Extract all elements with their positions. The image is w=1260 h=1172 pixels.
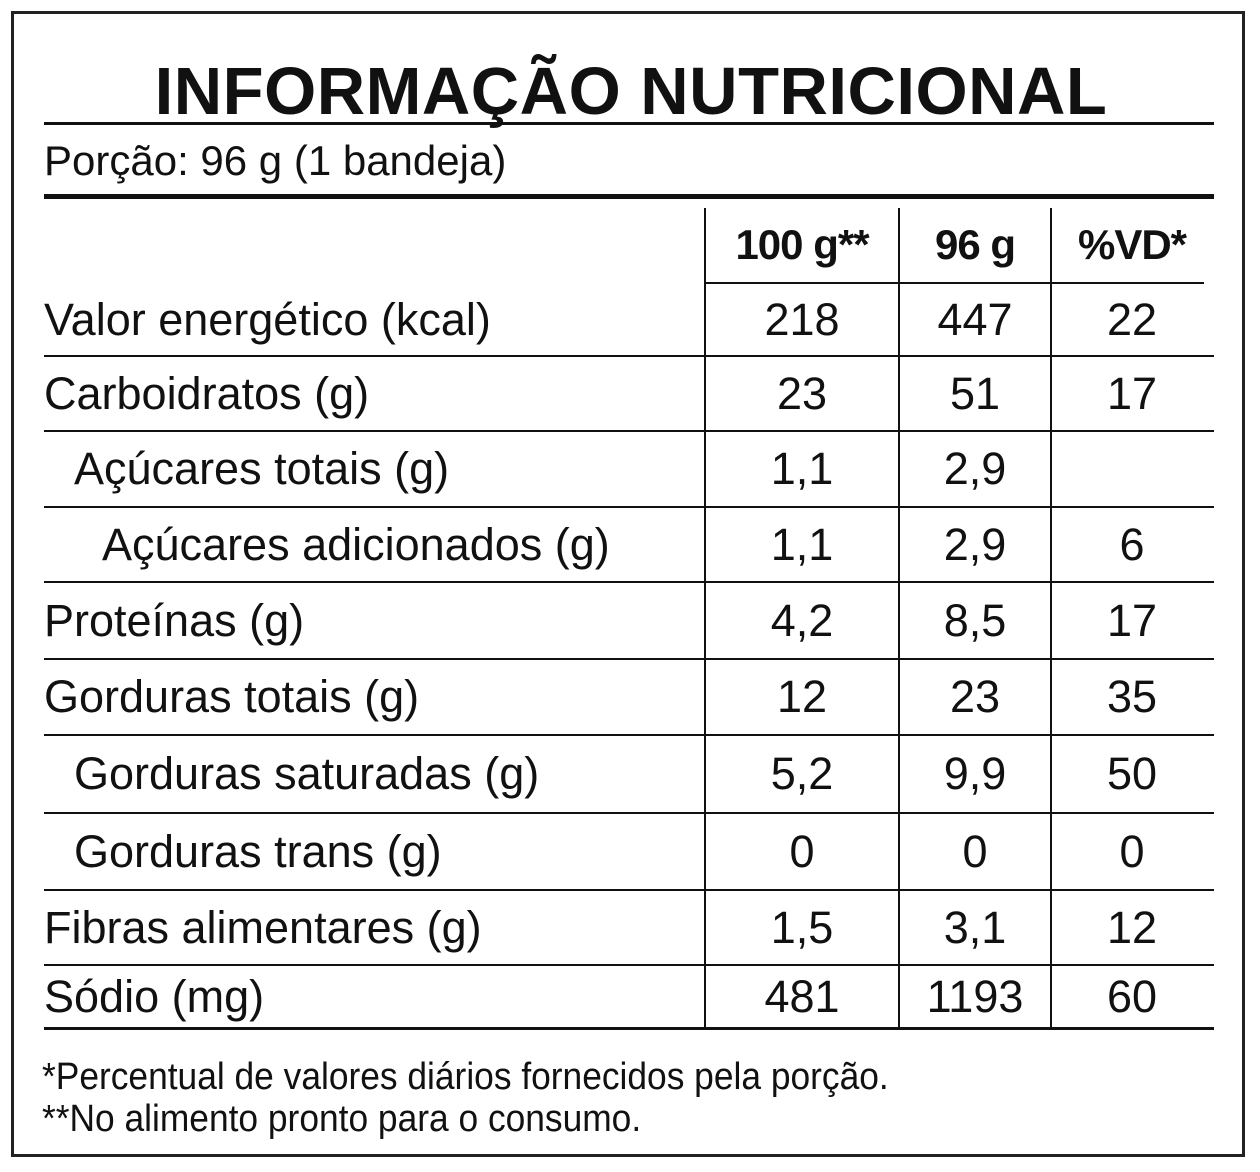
column-header-per-serving: 96 g [934,221,1016,268]
nutrient-name: Açúcares totais (g) [74,443,450,494]
column-divider [1050,208,1052,1028]
value-per-serving: 447 [937,294,1013,345]
nutrient-name: Carboidratos (g) [44,368,370,419]
column-divider [704,208,706,1028]
row-divider [44,734,1214,736]
value-per-serving: 51 [949,368,1001,419]
serving-size: Porção: 96 g (1 bandeja) [44,137,507,184]
column-header-per-100g: 100 g** [735,221,869,268]
row-divider [44,581,1214,583]
value-per-serving: 2,9 [943,519,1007,570]
nutrient-row: Valor energético (kcal) 218 447 22 [44,284,1214,356]
nutrient-name: Gorduras totais (g) [44,671,420,722]
value-per-serving: 23 [949,671,1001,722]
row-divider [44,812,1214,814]
nutrient-row: Sódio (mg) 481 1193 60 [44,965,1214,1028]
nutrient-name: Fibras alimentares (g) [44,902,482,953]
value-per-100g: 4,2 [770,595,834,646]
nutrient-row: Gorduras trans (g) 0 0 0 [44,813,1214,890]
value-daily-percent: 6 [1119,519,1145,570]
nutrient-name: Valor energético (kcal) [44,294,491,345]
row-divider [44,506,1214,508]
nutrition-table: 100 g** 96 g %VD* Valor energético (kcal… [44,208,1214,1028]
value-per-100g: 23 [776,368,828,419]
nutrient-row: Fibras alimentares (g) 1,5 3,1 12 [44,890,1214,965]
value-daily-percent: 35 [1106,671,1158,722]
label-title: INFORMAÇÃO NUTRICIONAL [154,54,1108,129]
value-daily-percent: 50 [1106,748,1158,799]
value-per-serving: 0 [962,826,988,877]
header-divider [704,282,1204,284]
table-bottom-rule [44,1027,1214,1030]
value-per-100g: 1,1 [770,443,834,494]
title-divider [44,122,1214,125]
value-daily-percent: 0 [1119,826,1145,877]
value-daily-percent: 12 [1106,902,1158,953]
footnote-daily-value: *Percentual de valores diários fornecido… [42,1056,889,1098]
nutrient-name: Sódio (mg) [44,971,265,1022]
value-daily-percent: 60 [1106,971,1158,1022]
value-per-serving: 3,1 [943,902,1007,953]
value-per-serving: 2,9 [943,443,1007,494]
value-per-100g: 481 [764,971,840,1022]
nutrient-row: Gorduras saturadas (g) 5,2 9,9 50 [44,735,1214,813]
value-per-100g: 0 [789,826,815,877]
value-per-serving: 9,9 [943,748,1007,799]
value-per-100g: 1,1 [770,519,834,570]
value-per-100g: 218 [764,294,840,345]
value-per-100g: 5,2 [770,748,834,799]
nutrient-name: Açúcares adicionados (g) [102,519,610,570]
nutrient-row: Açúcares totais (g) 1,1 2,9 [44,431,1214,507]
value-per-serving: 1193 [926,971,1024,1022]
nutrient-row: Gorduras totais (g) 12 23 35 [44,659,1214,735]
value-per-100g: 12 [776,671,828,722]
nutrient-row: Carboidratos (g) 23 51 17 [44,356,1214,431]
value-daily-percent: 17 [1106,368,1158,419]
value-daily-percent: 17 [1106,595,1158,646]
nutrition-label: INFORMAÇÃO NUTRICIONAL Porção: 96 g (1 b… [11,11,1245,1157]
nutrient-name: Gorduras saturadas (g) [74,748,540,799]
footnote-ready-to-eat: **No alimento pronto para o consumo. [42,1098,642,1140]
nutrient-name: Proteínas (g) [44,595,305,646]
value-per-100g: 1,5 [770,902,834,953]
serving-divider [44,194,1214,199]
row-divider [44,430,1214,432]
row-divider [44,964,1214,966]
value-daily-percent: 22 [1106,294,1158,345]
nutrient-row: Proteínas (g) 4,2 8,5 17 [44,582,1214,659]
row-divider [44,658,1214,660]
column-header-daily-value: %VD* [1077,221,1187,268]
nutrient-name: Gorduras trans (g) [74,826,442,877]
column-divider [898,208,900,1028]
nutrient-row: Açúcares adicionados (g) 1,1 2,9 6 [44,507,1214,582]
row-divider [44,355,1214,357]
value-per-serving: 8,5 [943,595,1007,646]
row-divider [44,889,1214,891]
